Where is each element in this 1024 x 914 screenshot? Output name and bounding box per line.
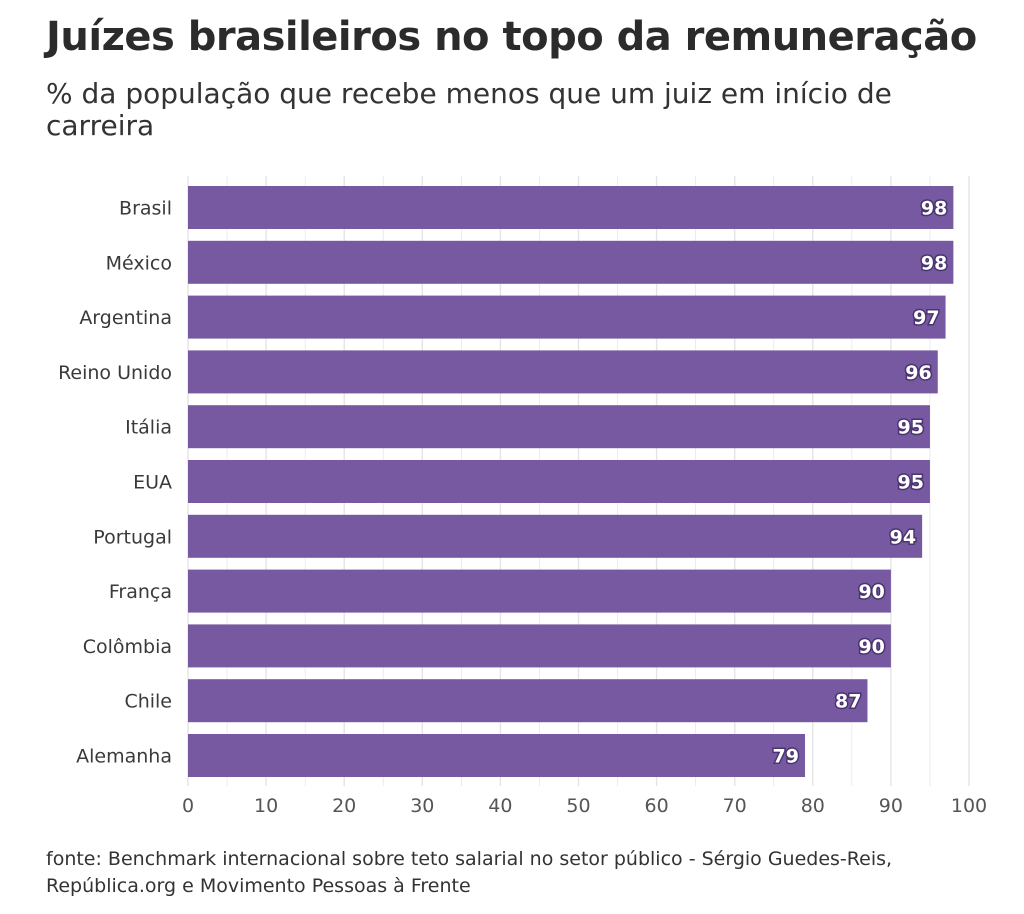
data-label: 97 xyxy=(913,307,939,329)
category-label: Chile xyxy=(124,691,172,713)
x-tick-label: 70 xyxy=(723,795,747,817)
bar-chile xyxy=(188,679,868,723)
category-label: Alemanha xyxy=(76,746,172,768)
data-label: 94 xyxy=(890,526,916,548)
data-label: 95 xyxy=(897,417,923,439)
category-label: Colômbia xyxy=(83,636,172,658)
bar-chart: 98 98 97 96 95 95 94 90 90 87 79 Brasil México Argen… xyxy=(58,176,987,817)
x-tick-label: 60 xyxy=(645,795,669,817)
source-note: fonte: Benchmark internacional sobre tet… xyxy=(46,848,893,897)
category-label: Portugal xyxy=(93,526,172,548)
x-axis-ticks: 0 10 20 30 40 50 60 70 80 90 100 xyxy=(182,795,987,817)
chart-subtitle: % da população que recebe menos que um j… xyxy=(46,77,892,142)
x-tick-label: 40 xyxy=(488,795,512,817)
bar-brasil xyxy=(188,186,954,229)
category-label: Reino Unido xyxy=(58,362,172,384)
data-label: 90 xyxy=(858,636,884,658)
bar-alemanha xyxy=(188,734,805,777)
category-label: Brasil xyxy=(119,198,172,220)
bar-colômbia xyxy=(188,624,891,668)
x-tick-label: 100 xyxy=(951,795,987,817)
bars: 98 98 97 96 95 95 94 90 90 87 79 xyxy=(188,186,954,777)
x-tick-label: 90 xyxy=(879,795,903,817)
data-label: 98 xyxy=(921,198,947,220)
bar-eua xyxy=(188,460,930,503)
data-label: 79 xyxy=(773,746,799,768)
x-tick-label: 30 xyxy=(410,795,434,817)
x-tick-label: 50 xyxy=(566,795,590,817)
bar-argentina xyxy=(188,295,946,339)
data-label: 95 xyxy=(897,472,923,494)
bar-portugal xyxy=(188,514,923,558)
category-labels: Brasil México Argentina Reino Unido Itália EU… xyxy=(58,198,172,768)
bar-reino-unido xyxy=(188,350,938,394)
bar-itália xyxy=(188,405,930,449)
data-label: 90 xyxy=(858,581,884,603)
chart-title: Juízes brasileiros no topo da remuneraçã… xyxy=(46,14,977,60)
category-label: EUA xyxy=(133,472,172,494)
data-label: 96 xyxy=(905,362,931,384)
data-label: 98 xyxy=(921,252,947,274)
x-tick-label: 0 xyxy=(182,795,194,817)
data-label: 87 xyxy=(835,691,861,713)
x-tick-label: 20 xyxy=(332,795,356,817)
bar-méxico xyxy=(188,240,954,284)
category-label: Argentina xyxy=(79,307,172,329)
x-tick-label: 80 xyxy=(801,795,825,817)
x-tick-label: 10 xyxy=(254,795,278,817)
category-label: França xyxy=(109,581,172,603)
category-label: México xyxy=(106,252,172,274)
bar-frança xyxy=(188,569,891,613)
category-label: Itália xyxy=(125,417,172,439)
